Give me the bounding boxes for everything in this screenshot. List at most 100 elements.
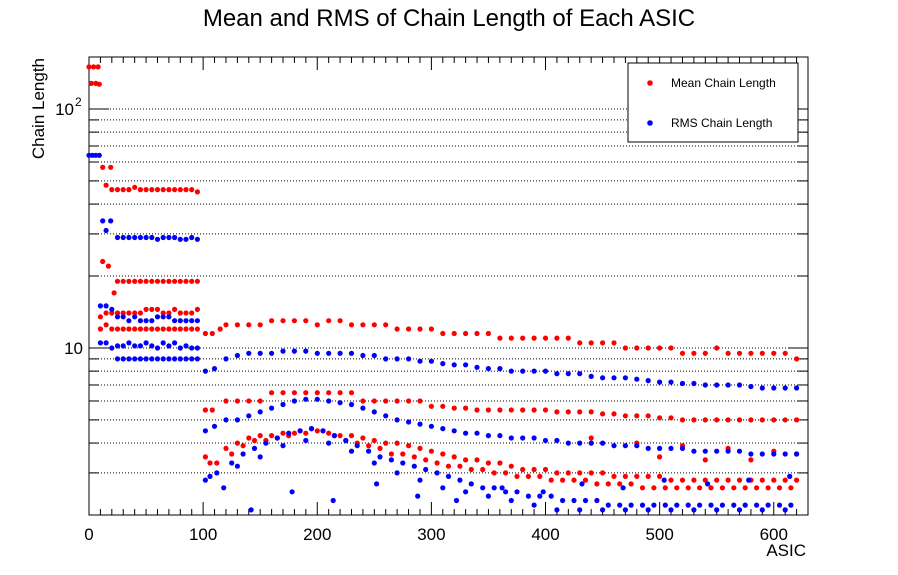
data-point [668,345,674,351]
data-point [394,326,400,332]
data-point [166,356,172,362]
data-point [736,350,743,356]
data-point [440,361,446,367]
data-point [645,413,651,419]
data-point [474,430,480,436]
data-point [149,326,155,332]
data-point [702,477,708,483]
data-point [537,493,543,499]
data-point [154,278,161,284]
data-point [417,421,423,427]
data-point [257,398,263,404]
data-point [691,477,697,483]
data-point [377,445,383,451]
data-point [189,326,195,332]
data-point [223,322,229,328]
data-point [560,477,566,483]
data-point [406,326,412,332]
data-point [540,489,546,495]
data-point [251,445,258,451]
data-point [497,407,503,413]
data-point [143,356,149,362]
data-point [308,426,315,432]
data-point [582,477,589,483]
data-point [289,489,295,495]
data-point [554,371,560,377]
data-point [366,448,372,454]
data-point [794,451,800,457]
data-point [383,398,389,404]
data-point [234,463,240,469]
data-point [622,473,629,479]
data-point [491,485,497,491]
data-point [291,348,297,354]
data-point [736,382,743,388]
data-point [714,448,720,454]
data-point [782,451,788,457]
data-point [114,343,121,349]
data-point [211,423,218,429]
data-point [172,306,178,312]
data-point [371,409,377,415]
x-tick-label: 200 [303,525,331,544]
data-point [582,497,589,504]
data-point [120,187,126,193]
data-point [714,477,720,483]
data-point [183,356,189,362]
data-point [577,409,583,415]
data-point [172,356,178,362]
chart-title: Mean and RMS of Chain Length of Each ASI… [203,5,695,32]
data-point [474,407,480,413]
data-point [221,485,227,491]
data-point [485,493,491,499]
data-point [194,189,200,195]
data-point [194,318,200,324]
data-point [132,310,138,316]
data-point [577,371,583,377]
data-point [371,398,377,404]
data-point [503,470,509,476]
data-point [234,417,240,423]
data-point [137,187,143,193]
data-point [588,435,594,441]
data-point [137,356,143,362]
data-point [126,234,132,241]
data-point [257,433,263,439]
data-point [554,409,560,415]
data-point [160,234,166,241]
data-point [120,310,126,316]
data-point [326,398,332,404]
data-point [406,356,412,362]
data-point [622,507,629,513]
data-point [189,345,195,351]
data-point [600,440,606,446]
data-point [371,352,377,359]
data-point [183,343,189,349]
data-point [588,409,594,415]
x-tick-label: 100 [189,525,217,544]
data-point [177,356,183,362]
data-point [697,485,703,491]
data-point [679,445,686,451]
data-point [579,481,585,487]
data-point [166,310,172,316]
data-point [207,473,213,479]
data-point [620,485,626,491]
data-point [622,345,629,351]
data-point [565,371,571,377]
data-point [126,356,132,362]
data-point [657,345,663,351]
data-point [679,417,686,423]
data-point [445,463,452,469]
data-point [485,366,491,372]
data-point [705,481,711,487]
data-point [600,507,606,513]
data-point [771,385,777,391]
x-tick-labels: 0 100 200 300 400 500 600 [84,525,788,544]
data-point [183,310,189,316]
series-rms [86,152,800,513]
data-point [109,306,115,312]
data-point [303,396,309,402]
data-point [326,430,332,436]
